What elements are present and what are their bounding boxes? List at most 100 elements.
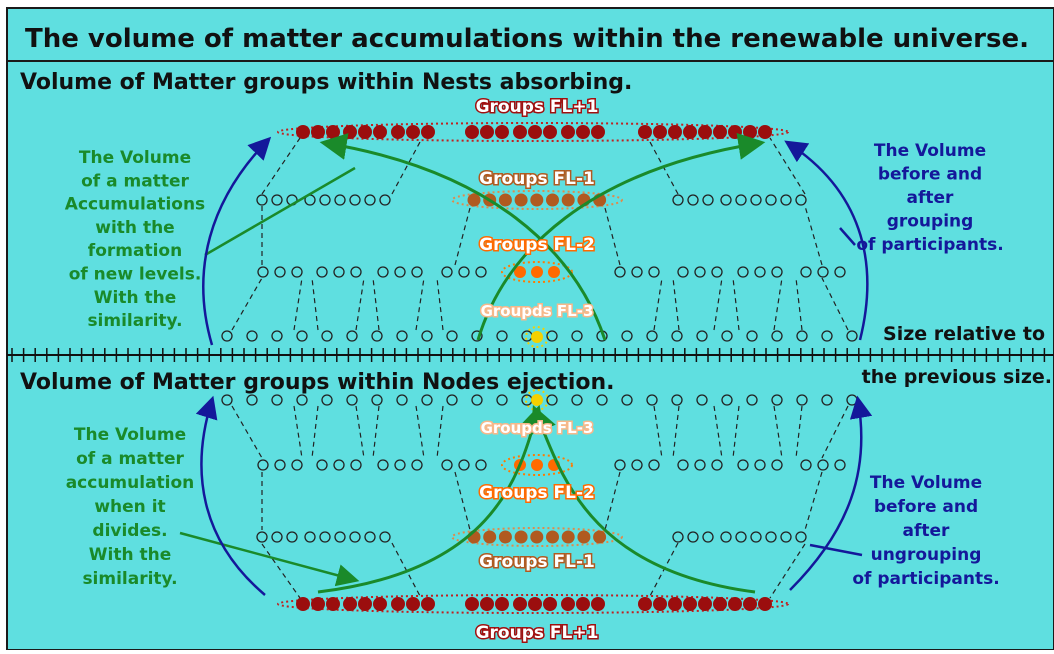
participant-circle	[396, 394, 408, 406]
ellipse-fl-minus3-top	[525, 326, 549, 348]
fl-plus1-dot	[358, 125, 372, 139]
ellipse-fl-minus2-bottom	[501, 454, 573, 476]
participant-circle	[796, 330, 808, 342]
fl-minus1-dot	[546, 530, 559, 544]
axis-label-line2: the previous size.	[862, 366, 1052, 388]
note-bottom-left-line: divides.	[92, 521, 167, 541]
participant-circle	[296, 394, 308, 406]
dashed-link	[821, 277, 849, 331]
fl-plus1-dot	[698, 597, 712, 611]
fl-minus1-dot	[577, 530, 591, 544]
fl-plus1-dot	[668, 597, 682, 611]
participant-circle	[771, 394, 783, 406]
fl-plus1-dot	[668, 125, 682, 139]
participant-circle	[834, 266, 846, 278]
note-top-right-line: The Volume	[874, 141, 986, 161]
dashed-link	[769, 543, 806, 599]
participant-circle	[271, 394, 283, 406]
fl-plus1-dot	[653, 597, 667, 611]
participant-circle	[614, 266, 626, 278]
participant-circle	[672, 531, 684, 543]
participant-circle	[246, 330, 258, 342]
navy-arrows	[195, 136, 873, 596]
participant-circle	[754, 266, 766, 278]
fl-plus1-dot	[543, 597, 557, 611]
participant-circle	[221, 394, 233, 406]
participant-circle	[750, 194, 762, 206]
participant-circle	[696, 330, 708, 342]
fl-plus1-dot	[638, 597, 652, 611]
note-bottom-right-line: after	[903, 521, 951, 541]
participant-circle	[671, 394, 683, 406]
participant-circle	[796, 394, 808, 406]
participant-circle	[396, 330, 408, 342]
fl-plus1-dot	[713, 597, 727, 611]
participant-circle	[571, 394, 583, 406]
participant-circle	[349, 194, 361, 206]
green-pointer-bottom	[179, 531, 360, 587]
participant-circle	[334, 194, 346, 206]
participant-circle	[271, 330, 283, 342]
fl-minus1-dot	[530, 530, 544, 544]
group-labels: Groups FL+1 Groups FL-1 Groups FL-2 Grou…	[474, 96, 600, 645]
participant-circle	[321, 330, 333, 342]
navy-curve-bottom-left	[195, 395, 266, 596]
participant-circle	[696, 394, 708, 406]
navy-pointer-bottom	[809, 543, 863, 557]
fl-minus2-dot	[514, 266, 526, 278]
note-top-left-line: similarity.	[87, 311, 182, 331]
fl-minus1-dot	[498, 530, 512, 544]
participant-circle	[631, 266, 643, 278]
participant-circle	[737, 266, 749, 278]
group-ellipses	[277, 122, 789, 614]
participant-circle	[350, 459, 362, 471]
note-top-left-line: of new levels.	[69, 265, 202, 285]
participant-circle	[746, 330, 758, 342]
participant-circle	[754, 459, 766, 471]
participant-circle	[446, 330, 458, 342]
fl-plus1-dot	[576, 125, 590, 139]
participant-circle	[795, 194, 807, 206]
participant-circle	[771, 330, 783, 342]
participant-circle	[379, 531, 391, 543]
participant-circle	[458, 266, 470, 278]
dashed-link	[231, 405, 263, 459]
participant-circle	[271, 531, 283, 543]
axis-label-line1: Size relative to	[883, 323, 1045, 345]
fl-plus1-dot	[373, 125, 387, 139]
participant-circle	[821, 394, 833, 406]
dashed-link	[391, 141, 421, 195]
note-top-right-line: grouping	[887, 212, 974, 232]
participant-circle	[737, 459, 749, 471]
participant-circle	[721, 330, 733, 342]
participant-circle	[346, 330, 358, 342]
participant-circle	[377, 459, 389, 471]
participant-circle	[319, 531, 331, 543]
participant-circle	[677, 266, 689, 278]
participant-circle	[711, 266, 723, 278]
fl-plus1-dot	[743, 125, 757, 139]
participant-circle	[291, 459, 303, 471]
fl-plus1-dot	[543, 125, 557, 139]
participant-circle	[421, 330, 433, 342]
participant-circle	[441, 266, 453, 278]
participant-circles	[221, 125, 858, 611]
navy-curve-top-right	[784, 140, 869, 341]
fl-minus1-dot	[530, 193, 544, 207]
fl-plus1-dot	[296, 125, 310, 139]
dashed-connections	[231, 137, 849, 599]
participant-circle	[291, 266, 303, 278]
note-bottom-left-line: when it	[94, 497, 165, 517]
participant-circle	[702, 194, 714, 206]
dashed-link	[454, 471, 471, 531]
participant-circle	[735, 531, 747, 543]
fl-minus1-dot	[483, 530, 497, 544]
participant-circle	[333, 459, 345, 471]
label-fl-plus1-bottom: Groups FL+1	[476, 623, 599, 643]
note-top-left-line: of a matter	[81, 171, 189, 191]
participant-circle	[780, 194, 792, 206]
participant-circle	[377, 266, 389, 278]
green-curve-top-left	[319, 133, 607, 341]
note-bottom-left-line: The Volume	[74, 425, 186, 445]
